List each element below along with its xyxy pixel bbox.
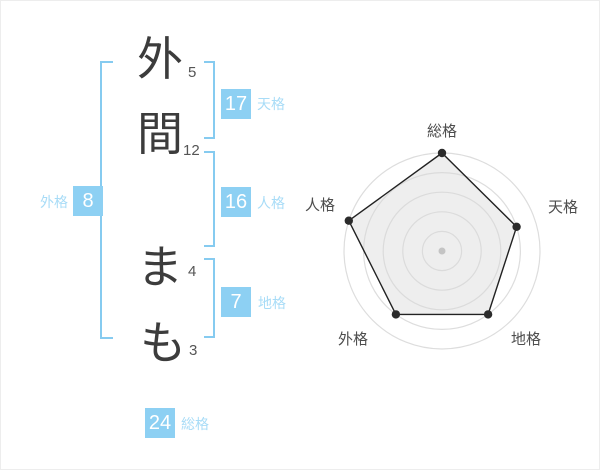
score-badge-soukaku: 24 <box>145 408 175 438</box>
name-char-2: 間 <box>137 108 183 160</box>
radar-label-soukaku: 総格 <box>426 123 457 140</box>
bracket-chikaku <box>204 258 215 338</box>
stroke-count-1: 5 <box>188 64 197 81</box>
score-badge-jinkaku: 16 <box>221 187 251 217</box>
radar-label-gaikaku: 外格 <box>338 331 369 348</box>
score-badge-gaikaku: 8 <box>73 186 103 216</box>
score-badge-tenkaku: 17 <box>221 89 251 119</box>
stroke-count-3: 4 <box>188 263 197 280</box>
stroke-count-2: 12 <box>183 142 200 159</box>
radar-label-tenkaku: 天格 <box>548 199 579 216</box>
score-label-soukaku: 総格 <box>181 416 209 432</box>
bracket-jinkaku <box>204 151 215 247</box>
radar-label-jinkaku: 人格 <box>305 197 336 214</box>
score-label-tenkaku: 天格 <box>257 96 285 112</box>
score-badge-chikaku: 7 <box>221 287 251 317</box>
name-char-3: ま <box>137 241 183 293</box>
score-label-gaikaku: 外格 <box>40 194 68 210</box>
score-label-jinkaku: 人格 <box>257 195 285 211</box>
name-char-1: 外 <box>137 33 183 85</box>
radar-label-chikaku: 地格 <box>511 331 542 348</box>
score-label-chikaku: 地格 <box>258 295 286 311</box>
stroke-count-4: 3 <box>189 342 198 359</box>
bracket-tenkaku <box>204 61 215 139</box>
name-char-4: も <box>140 317 186 369</box>
